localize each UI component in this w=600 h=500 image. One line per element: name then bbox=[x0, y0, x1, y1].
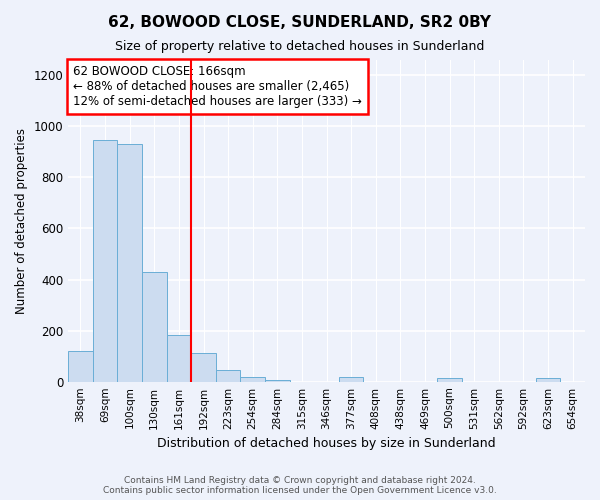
Bar bbox=[536, 378, 560, 382]
Bar bbox=[93, 140, 118, 382]
Text: Contains HM Land Registry data © Crown copyright and database right 2024.
Contai: Contains HM Land Registry data © Crown c… bbox=[103, 476, 497, 495]
Bar bbox=[265, 380, 290, 382]
Text: 62 BOWOOD CLOSE: 166sqm
← 88% of detached houses are smaller (2,465)
12% of semi: 62 BOWOOD CLOSE: 166sqm ← 88% of detache… bbox=[73, 65, 362, 108]
Bar bbox=[437, 378, 462, 382]
Text: 62, BOWOOD CLOSE, SUNDERLAND, SR2 0BY: 62, BOWOOD CLOSE, SUNDERLAND, SR2 0BY bbox=[109, 15, 491, 30]
Bar bbox=[68, 351, 93, 382]
Bar bbox=[339, 377, 364, 382]
Bar bbox=[118, 144, 142, 382]
X-axis label: Distribution of detached houses by size in Sunderland: Distribution of detached houses by size … bbox=[157, 437, 496, 450]
Text: Size of property relative to detached houses in Sunderland: Size of property relative to detached ho… bbox=[115, 40, 485, 53]
Bar bbox=[167, 335, 191, 382]
Bar bbox=[142, 272, 167, 382]
Bar bbox=[191, 353, 216, 382]
Bar bbox=[216, 370, 241, 382]
Bar bbox=[241, 377, 265, 382]
Y-axis label: Number of detached properties: Number of detached properties bbox=[15, 128, 28, 314]
